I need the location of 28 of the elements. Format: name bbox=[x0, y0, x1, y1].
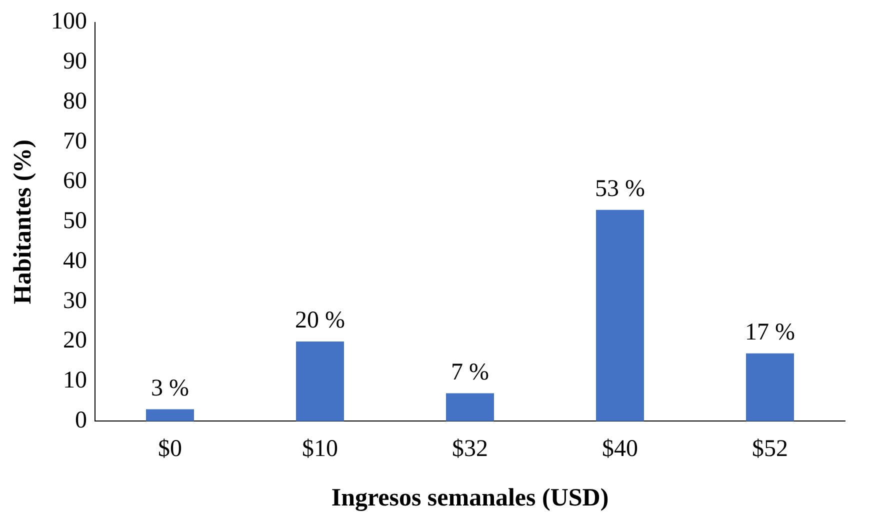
y-tick-label: 30 bbox=[63, 288, 87, 314]
y-tick-label: 10 bbox=[63, 368, 87, 394]
bar bbox=[296, 341, 344, 422]
y-tick-label: 100 bbox=[51, 8, 87, 35]
data-label: 7 % bbox=[451, 360, 489, 386]
y-tick-label: 20 bbox=[63, 328, 87, 354]
y-tick-label: 40 bbox=[63, 248, 87, 274]
data-label: 3 % bbox=[151, 376, 189, 402]
x-tick-label: $0 bbox=[158, 436, 182, 462]
x-tick-label: $32 bbox=[452, 436, 488, 462]
y-tick-label: 90 bbox=[63, 48, 87, 75]
y-tick-label: 50 bbox=[63, 208, 87, 234]
y-tick-label: 70 bbox=[63, 128, 87, 154]
bar bbox=[596, 210, 644, 422]
data-label: 20 % bbox=[295, 308, 345, 334]
bar bbox=[446, 393, 494, 422]
bar bbox=[746, 353, 794, 422]
y-axis-title: Habitantes (%) bbox=[9, 140, 36, 304]
x-tick-label: $40 bbox=[602, 436, 638, 462]
bar bbox=[146, 409, 194, 422]
x-tick-label: $10 bbox=[302, 436, 338, 462]
data-label: 53 % bbox=[595, 176, 645, 202]
y-tick-label: 60 bbox=[63, 168, 87, 194]
data-label: 17 % bbox=[745, 320, 795, 346]
y-tick-label: 0 bbox=[75, 407, 87, 434]
y-tick-label: 80 bbox=[63, 88, 87, 114]
x-tick-label: $52 bbox=[752, 436, 788, 462]
x-axis-title: Ingresos semanales (USD) bbox=[331, 484, 609, 512]
